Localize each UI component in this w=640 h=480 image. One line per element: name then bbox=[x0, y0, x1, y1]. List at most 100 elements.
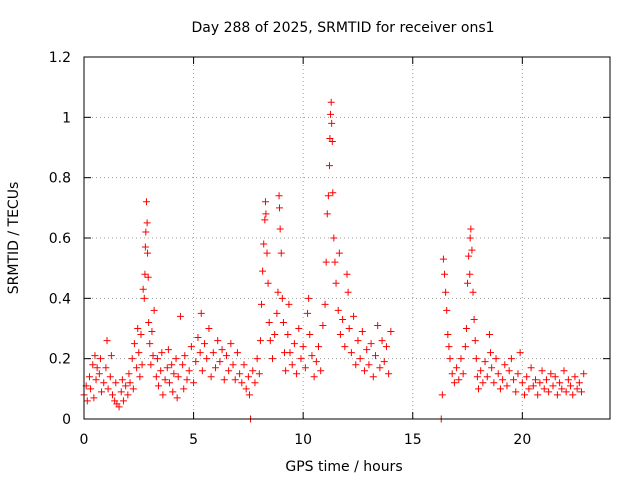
data-point bbox=[129, 385, 137, 393]
data-point bbox=[164, 346, 172, 354]
data-point bbox=[387, 328, 395, 336]
data-point bbox=[198, 367, 206, 375]
data-point bbox=[321, 300, 329, 308]
data-point bbox=[251, 379, 259, 387]
data-point bbox=[169, 388, 177, 396]
data-point bbox=[335, 249, 343, 257]
data-point bbox=[521, 391, 529, 399]
data-point bbox=[297, 355, 305, 363]
data-point bbox=[143, 219, 151, 227]
data-point bbox=[276, 225, 284, 233]
data-point bbox=[192, 358, 200, 366]
data-point bbox=[194, 334, 202, 342]
data-point bbox=[90, 394, 98, 402]
data-point bbox=[278, 294, 286, 302]
data-point bbox=[523, 373, 531, 381]
data-point bbox=[448, 370, 456, 378]
data-point bbox=[220, 376, 228, 384]
data-point bbox=[107, 352, 115, 360]
data-point bbox=[203, 355, 211, 363]
data-point bbox=[479, 379, 487, 387]
data-point bbox=[328, 137, 336, 145]
data-point bbox=[483, 373, 491, 381]
data-point bbox=[336, 331, 344, 339]
data-point bbox=[545, 388, 553, 396]
data-point bbox=[325, 162, 333, 170]
data-point bbox=[450, 379, 458, 387]
data-point bbox=[315, 343, 323, 351]
data-point bbox=[385, 370, 393, 378]
data-point bbox=[265, 318, 273, 326]
data-point bbox=[363, 346, 371, 354]
y-tick-label: 0.8 bbox=[49, 171, 71, 187]
data-point bbox=[187, 343, 195, 351]
y-tick-label: 0.2 bbox=[49, 352, 71, 368]
data-point bbox=[556, 379, 564, 387]
data-point bbox=[165, 379, 173, 387]
x-tick-label: 15 bbox=[404, 432, 422, 448]
data-point bbox=[108, 391, 116, 399]
data-point bbox=[242, 385, 250, 393]
axis-tick-labels: 0 5 10 15 20 0 0.2 0.4 0.6 0.8 1 1.2 bbox=[49, 50, 532, 448]
data-point bbox=[85, 373, 93, 381]
data-point bbox=[293, 370, 301, 378]
data-point bbox=[142, 198, 150, 206]
data-point bbox=[112, 379, 120, 387]
data-point bbox=[255, 370, 263, 378]
data-point bbox=[473, 373, 481, 381]
data-point bbox=[527, 364, 535, 372]
data-point bbox=[212, 364, 219, 372]
data-point bbox=[149, 352, 157, 360]
data-point bbox=[141, 270, 149, 278]
data-point bbox=[134, 325, 142, 332]
data-point bbox=[153, 355, 161, 363]
data-point bbox=[330, 234, 338, 242]
data-point bbox=[103, 337, 111, 345]
data-point bbox=[106, 373, 114, 381]
data-point bbox=[310, 373, 318, 381]
data-point bbox=[161, 376, 169, 384]
data-point bbox=[288, 361, 296, 369]
data-point bbox=[465, 252, 473, 260]
data-point bbox=[531, 376, 539, 384]
data-point bbox=[142, 228, 150, 236]
data-point bbox=[295, 325, 303, 332]
data-point bbox=[558, 385, 566, 393]
data-point bbox=[471, 337, 479, 345]
data-point bbox=[172, 355, 180, 363]
data-point bbox=[352, 361, 360, 369]
data-point bbox=[258, 300, 266, 308]
data-point bbox=[117, 388, 125, 396]
data-point bbox=[322, 258, 330, 266]
data-point bbox=[457, 355, 465, 363]
data-point bbox=[481, 358, 489, 366]
data-point bbox=[137, 331, 145, 339]
data-point bbox=[453, 364, 461, 372]
data-point bbox=[575, 379, 583, 387]
y-tick-label: 1 bbox=[62, 110, 71, 126]
data-point bbox=[259, 267, 267, 275]
data-point bbox=[510, 376, 518, 384]
data-point bbox=[328, 119, 336, 127]
data-point bbox=[279, 318, 287, 326]
data-point bbox=[155, 382, 163, 390]
data-point bbox=[339, 315, 347, 323]
data-point bbox=[268, 355, 276, 363]
data-point bbox=[183, 376, 191, 384]
data-point bbox=[209, 349, 217, 357]
data-point bbox=[238, 379, 246, 387]
data-point bbox=[507, 355, 515, 363]
data-point bbox=[542, 376, 550, 384]
data-point bbox=[185, 367, 193, 375]
data-point bbox=[157, 367, 165, 375]
data-point bbox=[158, 349, 166, 357]
data-point bbox=[256, 337, 264, 345]
data-point bbox=[571, 373, 579, 381]
data-point bbox=[443, 306, 451, 314]
data-point bbox=[573, 385, 581, 393]
data-point bbox=[501, 361, 509, 369]
data-point bbox=[218, 346, 226, 354]
data-point bbox=[229, 361, 237, 369]
data-point bbox=[369, 373, 377, 381]
